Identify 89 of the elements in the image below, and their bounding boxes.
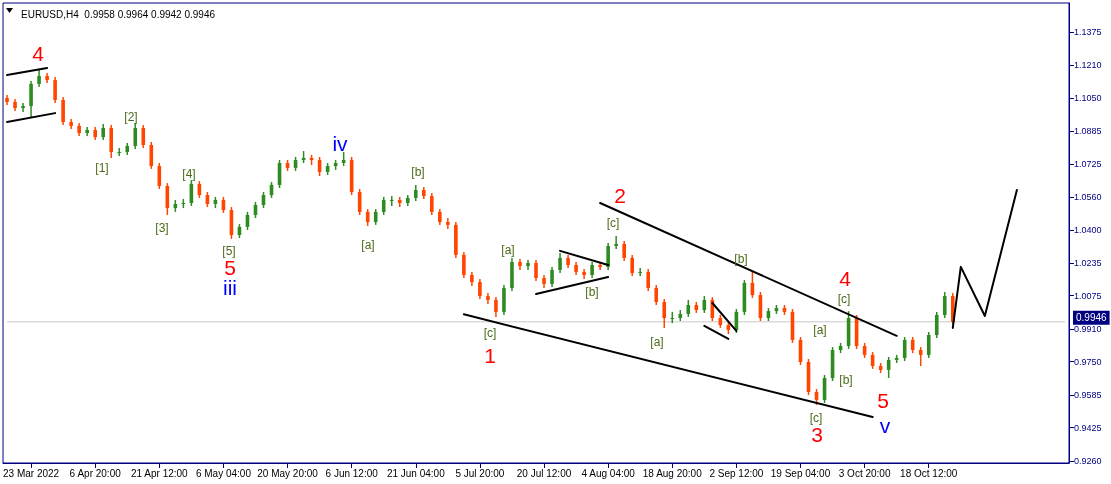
candlestick: [558, 252, 562, 274]
x-tick-label: 20 Jul 12:00: [516, 467, 572, 479]
x-tick-label: 21 Jun 04:00: [386, 467, 446, 479]
x-tick-label: 6 Jun 12:00: [325, 467, 379, 479]
candlestick: [550, 266, 554, 288]
annotation: 1: [484, 343, 496, 367]
x-tick-label: 3 Oct 20:00: [838, 467, 891, 479]
candlestick: [638, 267, 643, 277]
candlestick: [397, 196, 402, 208]
x-tick-label: 18 Aug 20:00: [642, 467, 703, 479]
x-tick-label: 6 Apr 20:00: [69, 467, 122, 479]
line-series: [951, 189, 1018, 329]
annotation: v: [879, 413, 891, 437]
candlestick: [462, 251, 466, 279]
x-tick-label: 4 Aug 04:00: [581, 467, 636, 479]
annotation: 4: [839, 266, 852, 290]
annotation: [a]: [813, 323, 827, 337]
annotation: [c]: [837, 292, 851, 306]
candlestick: [534, 259, 538, 282]
candlestick: [29, 80, 33, 119]
annotation: [b]: [734, 252, 748, 266]
ref-line-label: 0.9946: [1075, 312, 1108, 324]
candlestick: [502, 284, 506, 316]
annotation: [b]: [411, 165, 425, 179]
candlestick: [614, 235, 618, 250]
annotation: iii: [223, 275, 237, 299]
annotation: [c]: [483, 326, 497, 340]
candlestick: [582, 268, 586, 280]
annotation: 4: [32, 41, 45, 65]
y-tick-label: 0.9425: [1074, 422, 1102, 433]
x-tick-label: 20 May 20:00: [257, 467, 319, 479]
candlestick: [606, 242, 610, 271]
candlestick: [21, 102, 25, 113]
annotation: [b]: [585, 285, 599, 299]
x-tick-label: 21 Apr 12:00: [130, 467, 189, 479]
y-tick-label: 1.0075: [1074, 290, 1102, 301]
candlestick: [446, 217, 450, 230]
y-tick-label: 0.9910: [1074, 324, 1102, 335]
y-tick-label: 1.0885: [1074, 126, 1102, 137]
candlestick: [942, 291, 947, 319]
annotation: 5: [877, 388, 889, 412]
candlestick: [926, 331, 931, 359]
annotation: 2: [614, 183, 626, 207]
text: EURUSD,H4 0.9958 0.9964 0.9942 0.9946: [21, 8, 216, 20]
annotation: [a]: [361, 238, 375, 252]
candlestick: [934, 311, 939, 339]
candlestick: [37, 68, 41, 88]
candlestick: [149, 141, 154, 170]
x-tick-label: 23 Mar 2022: [2, 467, 60, 479]
annotation: [3]: [155, 221, 169, 235]
candlestick: [61, 96, 65, 126]
annotation: [a]: [650, 335, 664, 349]
annotation: [b]: [839, 373, 853, 387]
candlestick: [478, 278, 482, 300]
candlestick: [53, 76, 57, 104]
candlestick: [646, 268, 651, 292]
y-tick-label: 1.0400: [1074, 224, 1102, 235]
y-tick-label: 0.9260: [1074, 455, 1102, 466]
y-tick-label: 1.1210: [1074, 60, 1102, 71]
candlestick: [662, 298, 667, 329]
x-tick-label: 5 Jul 20:00: [455, 467, 505, 479]
candlestick: [430, 192, 434, 216]
annotation: [2]: [124, 110, 138, 124]
y-tick-label: 0.9585: [1074, 390, 1102, 401]
candlestick: [918, 346, 923, 367]
annotation: [c]: [606, 216, 620, 230]
candlestick: [526, 259, 530, 271]
candlestick: [654, 284, 659, 306]
annotation: iv: [332, 131, 349, 155]
y-tick-label: 1.1375: [1074, 27, 1102, 37]
candlestick: [381, 196, 386, 216]
x-tick-label: 18 Oct 12:00: [900, 467, 958, 479]
x-tick-label: 2 Sep 12:00: [709, 467, 764, 479]
annotation: [a]: [501, 243, 515, 257]
candlestick: [117, 147, 122, 157]
y-tick-label: 1.0560: [1074, 192, 1102, 203]
annotation: [1]: [95, 161, 109, 175]
y-tick-label: 1.0725: [1074, 158, 1102, 169]
x-tick-label: 6 May 04:00: [195, 467, 252, 479]
candlestick: [133, 122, 138, 150]
candlestick: [141, 124, 146, 149]
y-tick-label: 1.0235: [1074, 258, 1102, 269]
y-tick-label: 0.9750: [1074, 356, 1102, 367]
candlestick: [494, 296, 498, 318]
annotation: [4]: [182, 167, 196, 181]
y-tick-label: 1.1050: [1074, 92, 1102, 103]
candlestick: [622, 240, 626, 262]
candlestick: [630, 254, 634, 277]
x-tick-label: 19 Sep 04:00: [770, 467, 831, 479]
